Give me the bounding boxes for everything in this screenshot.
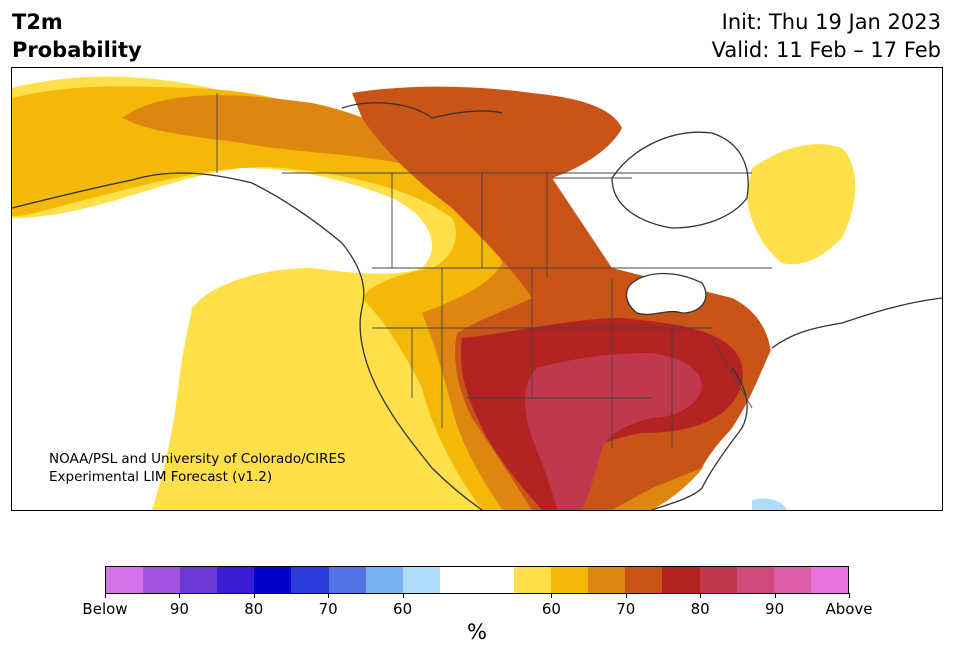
variable-label: T2m (12, 10, 63, 34)
tick-mark (402, 593, 404, 598)
tick-label: Below (82, 600, 128, 618)
color-scale-unit: % (467, 620, 487, 644)
color-swatch (106, 567, 144, 593)
tick-mark (253, 593, 255, 598)
init-date: Init: Thu 19 Jan 2023 (721, 10, 941, 34)
map-title: T2m Probability (12, 8, 142, 64)
color-swatch (291, 567, 329, 593)
color-swatch (180, 567, 218, 593)
color-swatch (625, 567, 663, 593)
tick-label: 90 (765, 600, 785, 618)
tick-label: 80 (690, 600, 710, 618)
great-lakes (626, 273, 706, 315)
tick-label: 90 (169, 600, 189, 618)
color-swatch (810, 567, 848, 593)
tick-mark (179, 593, 181, 598)
valid-range: Valid: 11 Feb – 17 Feb (711, 38, 941, 62)
color-swatch (143, 567, 181, 593)
tick-label: 70 (318, 600, 338, 618)
color-swatch (699, 567, 737, 593)
color-swatch (773, 567, 811, 593)
tick-label: 80 (244, 600, 264, 618)
tick-mark (551, 593, 553, 598)
forecast-dates: Init: Thu 19 Jan 2023 Valid: 11 Feb – 17… (712, 8, 941, 64)
hudson-bay (612, 132, 749, 228)
tick-label: 60 (541, 600, 561, 618)
color-swatch (551, 567, 589, 593)
tick-mark (700, 593, 702, 598)
labrador-sea (852, 88, 942, 288)
probability-map-svg (12, 68, 942, 510)
color-swatch (402, 567, 440, 593)
color-swatch (365, 567, 403, 593)
tick-mark (774, 593, 776, 598)
prob-band-60-east (747, 144, 856, 265)
color-swatch (217, 567, 255, 593)
color-swatch (254, 567, 292, 593)
color-swatch (736, 567, 774, 593)
color-swatch (476, 567, 515, 593)
tick-mark (328, 593, 330, 598)
credit-line-2: Experimental LIM Forecast (v1.2) (49, 469, 273, 485)
tick-mark (625, 593, 627, 598)
caribbean-blue (752, 498, 787, 510)
tick-label: Above (825, 600, 873, 618)
political-borders (216, 93, 772, 448)
tick-mark (105, 593, 106, 598)
prob-band-none-west (12, 168, 432, 510)
prob-band-crimson (525, 353, 702, 510)
color-swatch (328, 567, 366, 593)
product-label: Probability (12, 38, 142, 62)
color-scale-bar (105, 566, 849, 594)
color-swatch (662, 567, 700, 593)
data-credit: NOAA/PSL and University of Colorado/CIRE… (49, 450, 346, 486)
credit-line-1: NOAA/PSL and University of Colorado/CIRE… (49, 451, 346, 467)
color-swatch (439, 567, 477, 593)
tick-label: 70 (616, 600, 636, 618)
tick-mark (849, 593, 850, 598)
tick-label: 60 (393, 600, 413, 618)
coastlines (12, 102, 942, 510)
color-swatch (588, 567, 626, 593)
color-swatch (514, 567, 552, 593)
forecast-map (11, 67, 943, 511)
atlantic-ocean (652, 308, 942, 510)
